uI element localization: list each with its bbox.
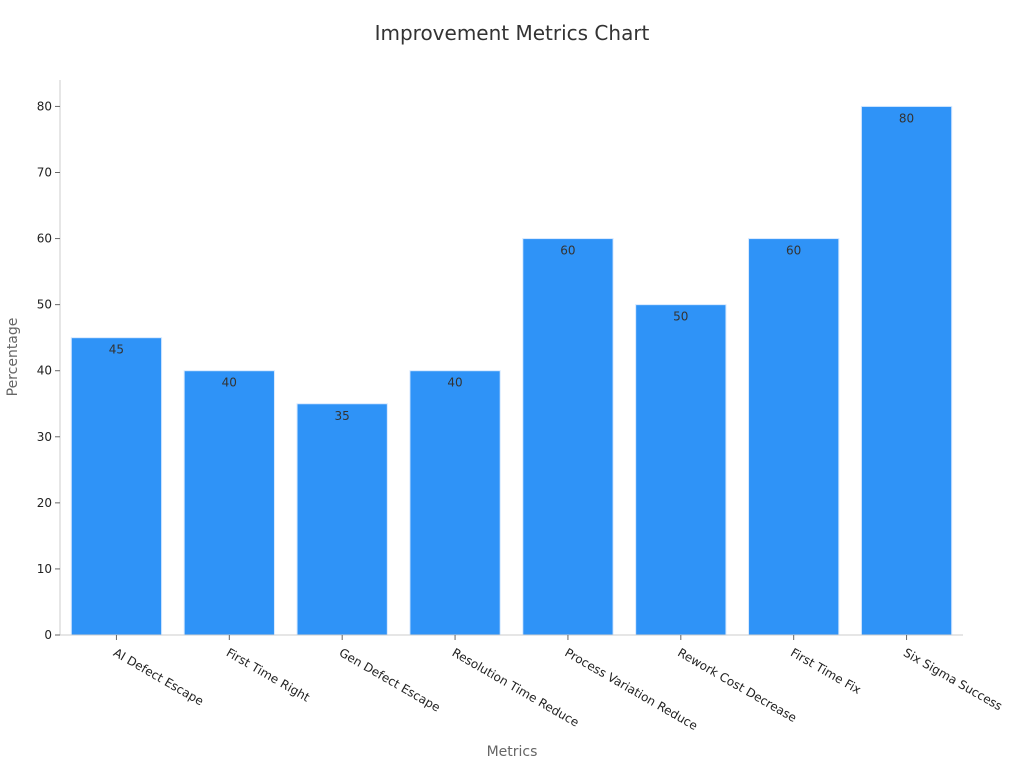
y-tick-label-7: 70: [37, 166, 52, 180]
data-label-3: 40: [447, 376, 462, 390]
x-tick-label-2: Gen Defect Escape: [337, 645, 443, 714]
y-tick-label-6: 60: [37, 232, 52, 246]
data-label-0: 45: [109, 343, 124, 357]
data-label-2: 35: [335, 409, 350, 423]
y-tick-label-2: 20: [37, 496, 52, 510]
y-axis-title: Percentage: [5, 318, 21, 397]
data-label-6: 60: [786, 244, 801, 258]
y-tick-label-0: 0: [44, 628, 52, 642]
x-tick-label-0: AI Defect Escape: [111, 645, 206, 708]
x-tick-label-1: First Time Right: [224, 645, 313, 704]
y-tick-label-3: 30: [37, 430, 52, 444]
y-tick-label-5: 50: [37, 298, 52, 312]
plot-area: 45 40 35 40 60 50 60 80 0 10 20 30 40 50 60 70 80 AI Defe…: [37, 80, 1005, 733]
data-label-4: 60: [560, 244, 575, 258]
data-label-7: 80: [899, 111, 914, 125]
bar-4: [522, 238, 614, 636]
x-tick-label-7: Six Sigma Success: [901, 645, 1005, 713]
x-tick-label-6: First Time Fix: [788, 645, 863, 696]
chart-title: Improvement Metrics Chart: [375, 21, 650, 45]
y-tick-label-8: 80: [37, 99, 52, 113]
data-label-5: 50: [673, 310, 688, 324]
y-tick-label-4: 40: [37, 364, 52, 378]
bar-2: [296, 403, 388, 636]
data-label-1: 40: [222, 376, 237, 390]
bar-7: [860, 105, 953, 636]
y-tick-label-1: 10: [37, 562, 52, 576]
x-tick-label-3: Resolution Time Reduce: [450, 645, 582, 729]
bar-6: [748, 238, 840, 636]
bar-5: [635, 304, 727, 636]
bar-3: [409, 370, 501, 636]
bar-1: [183, 370, 275, 636]
bar-0: [70, 337, 163, 636]
x-axis-title: Metrics: [487, 744, 538, 760]
x-tick-label-5: Rework Cost Decrease: [675, 645, 799, 725]
